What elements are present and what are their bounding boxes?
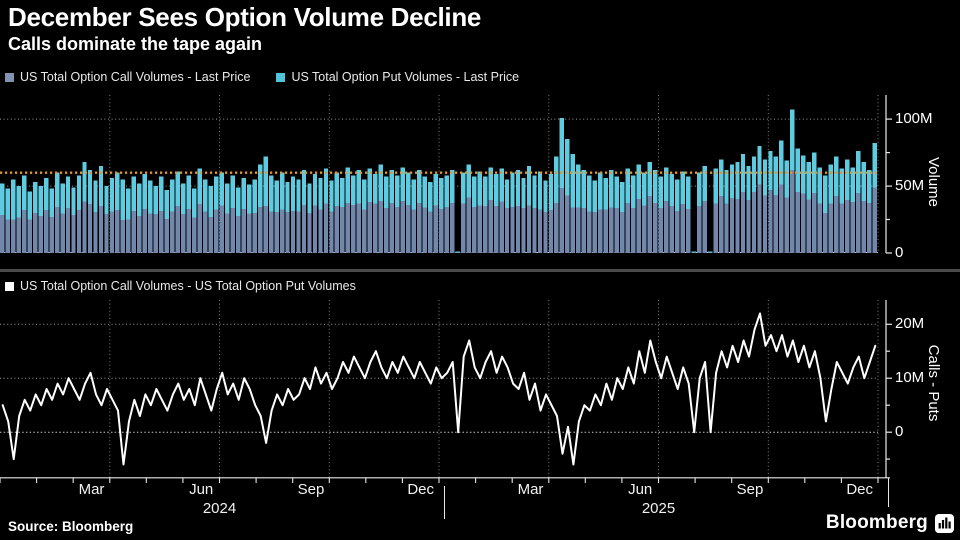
x-axis-month-label: Dec (407, 481, 435, 498)
bloomberg-terminal-icon (935, 513, 954, 533)
call-series-swatch-icon (5, 72, 14, 82)
x-axis-month-label: Jun (628, 481, 653, 498)
x-axis-year-label: 2024 (202, 500, 237, 517)
top-chart-legend: US Total Option Call Volumes - Last Pric… (5, 70, 519, 84)
top-y-tick-100m: 100M (895, 110, 933, 127)
bottom-chart-legend: US Total Option Call Volumes - US Total … (5, 279, 356, 293)
bottom-y-tick-20m: 20M (895, 315, 925, 332)
shared-x-axis (0, 477, 890, 519)
call-minus-put-line (1, 312, 877, 466)
page-subtitle: Calls dominate the tape again (8, 34, 263, 54)
x-axis-ticks (0, 477, 890, 483)
legend-item-call-minus-put: US Total Option Call Volumes - US Total … (5, 279, 356, 293)
bloomberg-wordmark: Bloomberg (825, 512, 928, 533)
top-y-tick-0: 0 (895, 244, 904, 261)
legend-item-call-volumes: US Total Option Call Volumes - Last Pric… (5, 70, 250, 84)
legend-label: US Total Option Call Volumes - US Total … (20, 279, 356, 293)
x-axis-month-label: Mar (78, 481, 105, 498)
legend-label: US Total Option Call Volumes - Last Pric… (20, 70, 251, 84)
legend-label: US Total Option Put Volumes - Last Price (291, 70, 520, 84)
call-bars-series (0, 169, 877, 253)
source-credit: Source: Bloomberg (8, 519, 134, 534)
x-axis-month-label: Dec (846, 481, 874, 498)
x-axis-month-label: Jun (189, 481, 214, 498)
put-bars-series (0, 109, 877, 253)
legend-item-put-volumes: US Total Option Put Volumes - Last Price (276, 70, 519, 84)
bottom-gridlines (0, 300, 879, 478)
top-y-tick-50m: 50M (895, 177, 925, 194)
x-axis-year-label: 2025 (641, 500, 676, 517)
put-series-swatch-icon (276, 72, 286, 82)
bottom-y-tick-10m: 10M (895, 369, 925, 386)
bottom-y-axis-title: Calls - Puts (925, 344, 942, 422)
top-y-axis-title: Volume (925, 156, 942, 208)
bottom-y-axis-line (885, 300, 892, 478)
bottom-diff-line-chart (0, 300, 892, 478)
page-title: December Sees Option Volume Decline (8, 2, 482, 32)
bloomberg-logo: Bloomberg (826, 512, 954, 534)
x-axis-month-label: Sep (297, 481, 325, 498)
panel-divider (0, 269, 960, 272)
top-volume-bar-chart (0, 95, 892, 254)
x-axis-month-label: Sep (736, 481, 764, 498)
bottom-y-tick-0: 0 (895, 423, 904, 440)
diff-series-swatch-icon (5, 281, 14, 291)
top-y-axis-line (885, 95, 892, 254)
x-axis-month-label: Mar (517, 481, 544, 498)
